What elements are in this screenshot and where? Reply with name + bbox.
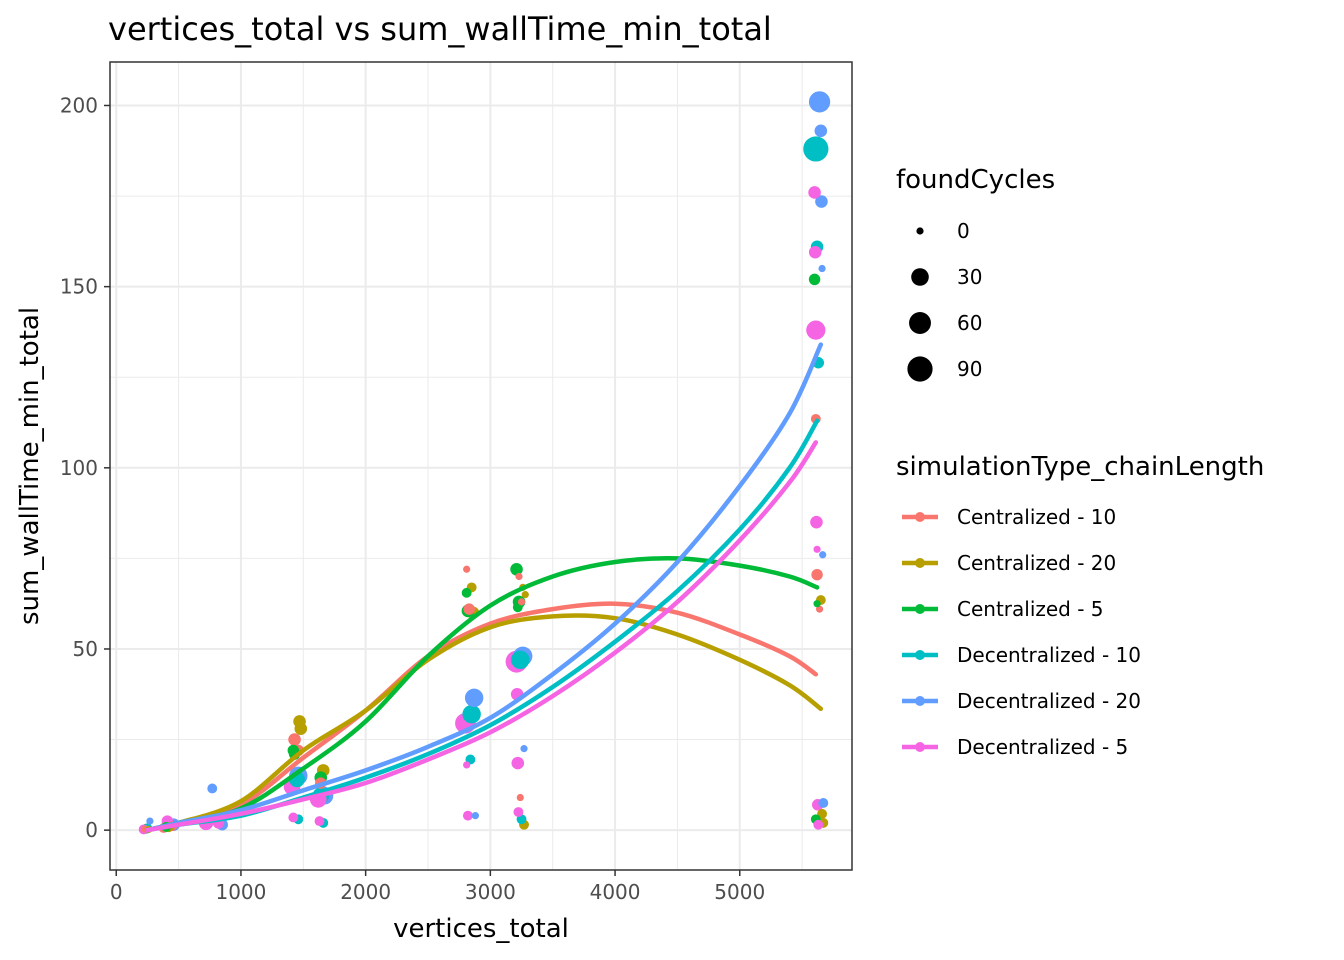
y-tick-label: 200 [60, 93, 98, 117]
y-axis: 0 50 100 150 200 [60, 93, 110, 842]
size-legend-title: foundCycles [896, 165, 1055, 195]
x-axis-title: vertices_total [393, 914, 569, 944]
data-point [463, 761, 471, 769]
panel-border [109, 61, 853, 871]
data-point [808, 273, 821, 286]
color-legend-label: Decentralized - 20 [957, 689, 1141, 713]
size-legend-key [911, 268, 929, 286]
y-tick-label: 150 [60, 275, 98, 299]
color-legend-items: Centralized - 10 Centralized - 20 Centrali… [902, 505, 1141, 759]
y-tick-label: 0 [85, 818, 98, 842]
data-point [510, 562, 523, 576]
color-legend-label: Decentralized - 10 [957, 643, 1141, 667]
data-point [462, 704, 481, 724]
x-axis: 0 1000 2000 3000 4000 5000 [110, 870, 765, 904]
plot-panel [109, 61, 853, 871]
data-point [207, 783, 218, 794]
data-point [520, 745, 528, 753]
series-smooth-line [145, 440, 819, 833]
data-point [808, 91, 831, 113]
color-legend-key-point [915, 604, 925, 614]
data-point [815, 195, 828, 208]
data-point [462, 810, 473, 821]
color-legend-title: simulationType_chainLength [896, 452, 1264, 482]
data-point [511, 650, 530, 670]
x-tick-label: 1000 [215, 880, 266, 904]
size-legend-key [916, 227, 924, 235]
y-tick-label: 50 [73, 637, 98, 661]
data-point [810, 515, 823, 529]
series-smooth-line [145, 613, 824, 833]
data-point [803, 136, 829, 162]
data-point [813, 545, 821, 553]
size-legend: foundCycles 0 30 60 90 [896, 165, 1055, 382]
data-point [818, 264, 826, 273]
data-point [819, 551, 827, 559]
data-point [808, 186, 821, 199]
data-point [521, 591, 529, 599]
data-point [463, 603, 475, 615]
color-legend-key-point [915, 558, 925, 568]
data-point [513, 807, 524, 817]
x-tick-label: 0 [110, 880, 123, 904]
data-point [517, 598, 526, 606]
color-legend-label: Centralized - 20 [957, 551, 1116, 575]
x-tick-label: 2000 [340, 880, 391, 904]
x-tick-label: 3000 [465, 880, 516, 904]
data-point [516, 793, 524, 802]
series-smooth-line [145, 342, 824, 833]
size-legend-items: 0 30 60 90 [907, 219, 982, 382]
size-legend-key [909, 312, 931, 334]
data-point [146, 817, 154, 825]
data-point [818, 798, 829, 808]
color-legend-key-point [915, 742, 925, 752]
size-legend-label: 90 [957, 357, 982, 381]
size-legend-label: 60 [957, 311, 982, 335]
data-point [815, 605, 824, 613]
data-point [471, 812, 479, 820]
series-smooth-line [145, 601, 819, 833]
color-legend-key-point [915, 512, 925, 522]
size-legend-label: 30 [957, 265, 982, 289]
data-point [314, 816, 325, 827]
data-point [463, 565, 471, 573]
data-point [813, 819, 824, 830]
x-tick-label: 4000 [590, 880, 641, 904]
color-legend-key-point [915, 696, 925, 706]
curves-layer [145, 342, 824, 833]
color-legend-key-point [915, 650, 925, 660]
data-point [814, 124, 828, 138]
data-point [813, 600, 821, 608]
y-axis-title: sum_wallTime_min_total [15, 307, 45, 625]
x-tick-label: 5000 [714, 880, 765, 904]
data-point [461, 587, 472, 598]
size-legend-key [907, 356, 933, 382]
data-point [294, 722, 308, 735]
grid-major [110, 62, 852, 870]
data-point [806, 320, 826, 340]
data-point [288, 812, 299, 823]
data-point [811, 568, 823, 581]
data-point [288, 733, 301, 746]
y-tick-label: 100 [60, 456, 98, 480]
color-legend-label: Centralized - 10 [957, 505, 1116, 529]
size-legend-label: 0 [957, 219, 970, 243]
data-point [464, 688, 484, 708]
color-legend-label: Centralized - 5 [957, 597, 1104, 621]
data-point [511, 756, 525, 770]
data-point [808, 245, 822, 259]
color-legend: simulationType_chainLength Centralized -… [896, 452, 1264, 759]
color-legend-label: Decentralized - 5 [957, 735, 1128, 759]
data-point [515, 572, 523, 581]
chart-title: vertices_total vs sum_wallTime_min_total [108, 10, 772, 48]
